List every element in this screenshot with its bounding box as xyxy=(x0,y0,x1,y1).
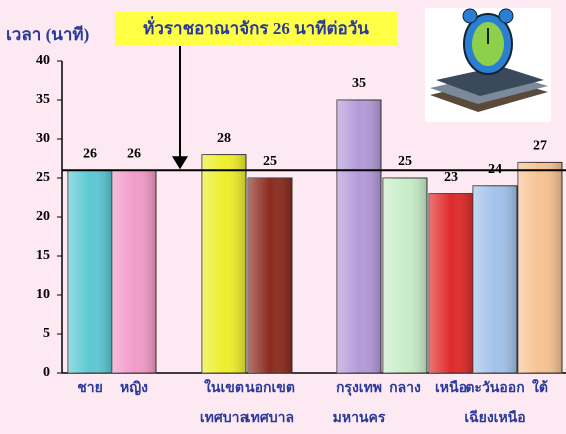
x-tick-label: หญิง xyxy=(120,380,148,396)
value-label: 23 xyxy=(444,170,458,185)
arrow-head xyxy=(172,156,188,170)
x-tick-label: ชาย xyxy=(77,381,103,396)
bar-shade xyxy=(112,170,156,373)
bar-shade xyxy=(473,185,517,373)
y-tick-label: 5 xyxy=(43,326,50,341)
x-tick-label: เหนือ xyxy=(435,380,467,396)
x-tick-label: กรุงเทพ xyxy=(336,381,382,396)
y-tick-label: 10 xyxy=(36,287,50,302)
bar-shade xyxy=(68,170,112,373)
y-tick-label: 0 xyxy=(43,365,50,380)
value-label: 25 xyxy=(398,154,412,169)
bar-shade xyxy=(518,162,562,373)
value-label: 25 xyxy=(263,154,277,169)
value-label: 26 xyxy=(83,146,97,161)
y-tick-label: 20 xyxy=(36,209,50,224)
value-label: 27 xyxy=(533,139,547,154)
value-label: 28 xyxy=(217,131,231,146)
x-tick-label: ตะวันออก xyxy=(465,380,524,396)
value-label: 26 xyxy=(127,146,141,161)
y-tick-label: 15 xyxy=(36,248,50,263)
bar-shade xyxy=(383,178,427,373)
y-tick-label: 25 xyxy=(36,170,50,185)
y-tick-label: 35 xyxy=(36,92,50,107)
x-tick-label: ในเขต xyxy=(204,378,244,396)
y-tick-label: 30 xyxy=(36,131,50,146)
bar-shade xyxy=(202,154,246,373)
clipart xyxy=(425,8,551,122)
y-axis-label: เวลา (นาที) xyxy=(6,24,89,44)
annotation: ทั่วราชอาณาจักร 26 นาทีต่อวัน xyxy=(143,16,369,38)
bar-shade xyxy=(337,100,381,373)
value-label: 35 xyxy=(352,76,366,91)
x-tick-label: เทศบาล xyxy=(200,411,248,426)
x-tick-label: มหานคร xyxy=(333,411,386,426)
y-tick-label: 40 xyxy=(36,53,50,68)
x-tick-label: ใต้ xyxy=(532,378,548,396)
x-tick-label: เฉียงเหนือ xyxy=(464,410,525,426)
x-tick-label: เทศบาล xyxy=(246,411,294,426)
bar-shade xyxy=(429,193,473,373)
x-tick-label: กลาง xyxy=(389,381,421,396)
x-tick-label: นอกเขต xyxy=(245,381,295,396)
bar-shade xyxy=(248,178,292,373)
annotation-box xyxy=(115,12,398,46)
